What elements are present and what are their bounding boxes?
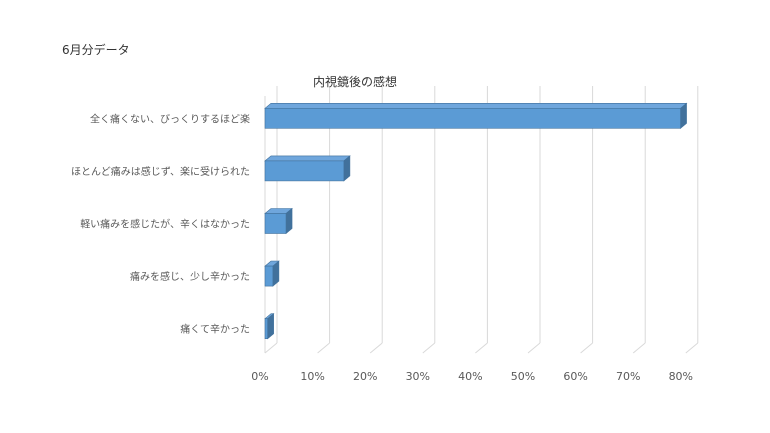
bar-front-face — [264, 265, 274, 287]
x-tick-label: 0% — [251, 370, 268, 383]
x-tick-label: 70% — [616, 370, 640, 383]
x-tick-label: 80% — [669, 370, 693, 383]
x-tick-label: 40% — [458, 370, 482, 383]
floor-gridline — [527, 342, 541, 354]
x-tick-label: 20% — [353, 370, 377, 383]
bar-top-face — [264, 103, 688, 109]
bar — [264, 207, 293, 235]
bar-front-face — [264, 108, 681, 129]
x-tick-label: 10% — [300, 370, 324, 383]
category-label: 痛くて辛かった — [180, 323, 250, 336]
bar-front-face — [264, 318, 268, 340]
bar-top-face — [264, 155, 351, 162]
floor-gridline — [475, 342, 488, 354]
bar — [264, 313, 275, 340]
x-tick-label: 30% — [406, 370, 430, 383]
floor-gridline — [632, 342, 646, 354]
category-label: 痛みを感じ、少し辛かった — [130, 270, 250, 283]
bar — [264, 260, 280, 287]
floor-gridline — [264, 342, 278, 354]
floor-gridline — [422, 342, 436, 354]
category-labels: 全く痛くない、びっくりするほど楽ほとんど痛みは感じず、楽に受けられた軽い痛みを感… — [71, 112, 250, 335]
bar-front-face — [264, 213, 287, 234]
bars — [264, 102, 688, 340]
page-heading: 6月分データ — [62, 43, 130, 57]
bar — [264, 102, 688, 129]
category-label: 全く痛くない、びっくりするほど楽 — [90, 112, 250, 125]
bar-front-face — [264, 160, 345, 182]
x-tick-label: 50% — [511, 370, 535, 383]
floor-gridline — [317, 342, 330, 354]
category-label: ほとんど痛みは感じず、楽に受けられた — [71, 165, 250, 178]
category-label: 軽い痛みを感じたが、辛くはなかった — [80, 218, 250, 231]
x-axis-tick-labels: 0% 10% 20% 30% 40% 50% 60% 70% 80% — [251, 370, 693, 383]
floor-gridline — [580, 342, 593, 354]
floor-gridline — [685, 342, 699, 354]
floor-gridline — [369, 342, 383, 354]
chart-title: 内視鏡後の感想 — [313, 74, 397, 89]
x-tick-label: 60% — [563, 370, 587, 383]
bar — [264, 155, 351, 182]
